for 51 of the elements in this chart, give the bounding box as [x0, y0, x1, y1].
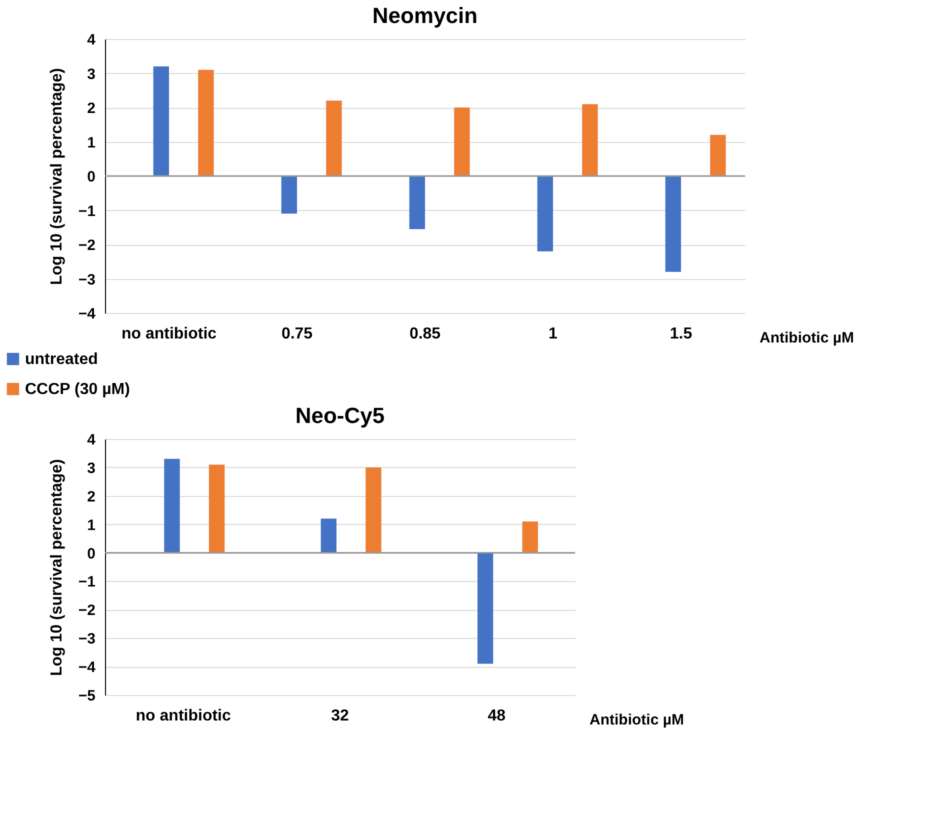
y-tick-label: 0: [87, 545, 96, 562]
y-tick-label: −3: [78, 271, 96, 288]
bar: [366, 467, 382, 553]
y-tick-label: 3: [87, 460, 96, 477]
x-tick-label: no antibiotic: [136, 708, 231, 724]
y-tick-label: 4: [87, 32, 96, 48]
x-tick-label: no antibiotic: [121, 326, 217, 342]
y-axis-title: Log 10 (survival percentage): [48, 459, 66, 676]
y-tick-label: −3: [78, 630, 96, 648]
y-tick-label: −1: [78, 574, 96, 591]
bar: [582, 104, 598, 176]
y-tick-label: 4: [87, 432, 96, 448]
bar: [153, 66, 169, 176]
x-tick-label: 1.5: [670, 326, 692, 342]
y-tick-label: 2: [87, 100, 96, 117]
y-tick-label: −1: [78, 202, 96, 220]
y-tick-label: −2: [78, 237, 96, 254]
bar: [477, 552, 494, 664]
y-tick-label: 1: [87, 516, 96, 534]
x-axis-title: Antibiotic µM: [590, 712, 684, 728]
y-tick-label: 3: [87, 66, 96, 83]
y-tick-label: 2: [87, 488, 96, 506]
y-tick-label: 0: [87, 168, 96, 186]
bar: [164, 458, 180, 553]
y-tick-label: −4: [78, 306, 96, 322]
y-tick-label: −2: [78, 602, 96, 620]
bar: [326, 100, 342, 176]
y-tick-label: 1: [87, 134, 96, 152]
bar: [537, 176, 553, 252]
x-axis-title: Antibiotic µM: [760, 330, 854, 346]
legend-label: untreated: [25, 351, 98, 368]
bar: [320, 518, 336, 553]
bar: [198, 70, 214, 176]
x-tick-label: 1: [548, 326, 558, 342]
legend-label: CCCP (30 µM): [25, 381, 130, 398]
x-tick-label: 32: [331, 708, 349, 724]
bar: [522, 521, 538, 553]
chart-title: Neomycin: [372, 3, 478, 28]
bar: [208, 464, 225, 553]
y-tick-label: −4: [78, 659, 96, 676]
bar: [710, 134, 726, 176]
chart-title: Neo-Cy5: [295, 403, 385, 428]
y-tick-label: −5: [78, 688, 96, 704]
x-tick-label: 0.75: [281, 326, 313, 342]
bar: [454, 108, 470, 176]
bar: [409, 176, 425, 230]
bar: [281, 176, 297, 214]
x-tick-label: 0.85: [409, 326, 441, 342]
x-tick-label: 48: [488, 708, 506, 724]
y-axis-title: Log 10 (survival percentage): [48, 68, 66, 285]
bar: [665, 176, 681, 272]
